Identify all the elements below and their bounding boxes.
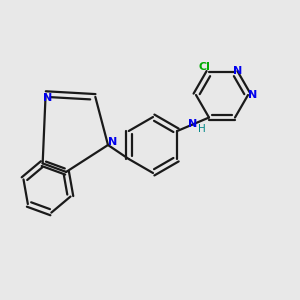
Text: N: N	[43, 93, 52, 103]
Text: N: N	[233, 67, 243, 76]
Text: N: N	[108, 137, 118, 147]
Text: H: H	[198, 124, 206, 134]
Text: N: N	[188, 119, 197, 129]
Text: Cl: Cl	[198, 62, 210, 73]
Text: N: N	[248, 90, 258, 100]
